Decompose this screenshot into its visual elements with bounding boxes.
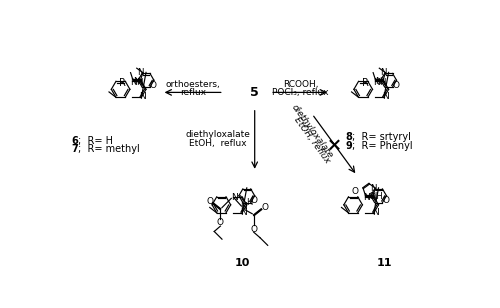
Text: N: N	[138, 68, 144, 77]
Text: ;  R= Phenyl: ; R= Phenyl	[352, 140, 412, 151]
Text: 8: 8	[346, 132, 352, 142]
Text: ;  R= H: ; R= H	[78, 136, 113, 146]
Text: N: N	[363, 193, 370, 202]
Text: O: O	[150, 81, 156, 90]
Text: R: R	[362, 78, 369, 88]
Text: N: N	[130, 78, 137, 87]
Text: EtOH, reflux: EtOH, reflux	[292, 115, 332, 165]
Text: O: O	[261, 203, 268, 212]
Text: ;  R= srtyryl: ; R= srtyryl	[352, 132, 410, 142]
Text: ;  R= methyl: ; R= methyl	[78, 144, 140, 154]
Text: O: O	[217, 218, 224, 228]
Text: 10: 10	[234, 257, 250, 268]
Text: O: O	[382, 197, 389, 205]
Text: O: O	[352, 187, 359, 196]
Text: N: N	[380, 68, 386, 77]
Text: R: R	[120, 78, 126, 88]
Text: N: N	[136, 79, 143, 87]
Text: 7: 7	[72, 144, 78, 154]
Text: 5: 5	[250, 86, 259, 99]
Text: N: N	[376, 77, 382, 86]
Text: O: O	[368, 192, 375, 201]
Text: O: O	[206, 197, 213, 206]
Text: EtOH,  reflux: EtOH, reflux	[188, 139, 246, 148]
Text: N: N	[382, 92, 389, 101]
Text: H: H	[246, 198, 252, 208]
Text: O: O	[250, 225, 258, 234]
Text: reflux: reflux	[180, 88, 206, 97]
Text: 11: 11	[376, 257, 392, 268]
Text: N: N	[240, 202, 247, 211]
Text: RCOOH,: RCOOH,	[282, 80, 318, 89]
Text: NH: NH	[370, 192, 382, 201]
Text: N: N	[133, 77, 140, 86]
Text: N: N	[379, 79, 386, 87]
Text: diethyloxalate: diethyloxalate	[185, 130, 250, 139]
Text: N: N	[372, 208, 379, 217]
Text: N: N	[231, 193, 238, 202]
Text: N: N	[373, 78, 380, 87]
Text: N: N	[370, 184, 376, 192]
Text: N: N	[240, 208, 247, 217]
Text: 6: 6	[72, 136, 78, 146]
Text: orthoesters,: orthoesters,	[166, 80, 220, 89]
Text: O: O	[250, 197, 258, 205]
Text: diethyloxalate: diethyloxalate	[290, 102, 335, 160]
Text: O: O	[392, 81, 399, 90]
Text: 9: 9	[346, 140, 352, 151]
Text: N: N	[140, 92, 146, 101]
Text: POCl₃, reflux: POCl₃, reflux	[272, 88, 328, 97]
